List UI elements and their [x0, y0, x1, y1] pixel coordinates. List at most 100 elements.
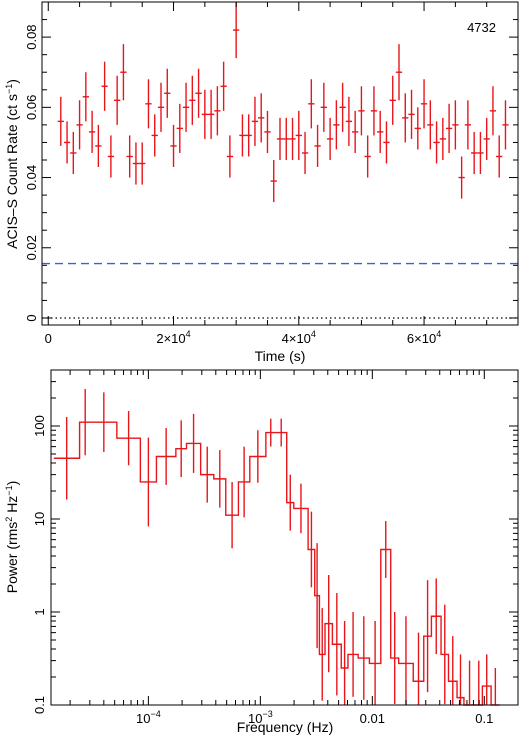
- x-tick-label: 10−3: [248, 709, 273, 726]
- count-rate-point: [157, 82, 165, 132]
- light-curve-y-ticks: 0 0.02 0.04 0.06 0.08: [24, 19, 518, 322]
- y-tick-label: 0.1: [32, 696, 47, 714]
- count-rate-point: [445, 103, 453, 153]
- count-rate-point: [195, 68, 202, 118]
- count-rate-point: [220, 61, 227, 111]
- count-rate-point: [326, 117, 334, 160]
- count-rate-point: [82, 72, 89, 122]
- count-rate-point: [352, 110, 359, 153]
- count-rate-point: [233, 2, 240, 59]
- count-rate-point: [270, 159, 277, 203]
- count-rate-point: [258, 93, 265, 143]
- count-rate-point: [439, 117, 446, 160]
- count-rate-point: [427, 100, 434, 150]
- count-rate-point: [139, 142, 146, 185]
- count-rate-point: [389, 75, 396, 125]
- y-tick-label: 1: [32, 608, 47, 615]
- count-rate-point: [214, 86, 221, 136]
- x-tick-label: 2×104: [156, 329, 190, 346]
- light-curve-x-axis-label: Time (s): [255, 348, 306, 364]
- count-rate-point: [239, 114, 246, 157]
- count-rate-point: [370, 86, 378, 136]
- count-rate-point: [339, 82, 346, 132]
- count-rate-point: [308, 79, 315, 129]
- count-rate-point: [251, 96, 259, 146]
- count-rate-point: [101, 61, 108, 111]
- count-rate-point: [408, 89, 415, 139]
- count-rate-point: [502, 100, 509, 150]
- count-rate-point: [433, 121, 440, 164]
- count-rate-point: [164, 68, 171, 118]
- x-tick-label: 0: [45, 331, 52, 346]
- count-rate-point: [57, 96, 64, 146]
- count-rate-point: [395, 44, 403, 101]
- count-rate-point: [226, 135, 234, 178]
- count-rate-point: [464, 100, 472, 150]
- light-curve-panel: 0 2×104 4×104 6×104 00.020.040.060.08 4732 …: [4, 1, 519, 364]
- count-rate-point: [76, 100, 83, 150]
- observation-id-label: 4732: [467, 20, 496, 35]
- power-spectrum-y-ticks: 0.1 1 10 100: [32, 381, 518, 714]
- count-rate-point: [207, 89, 215, 139]
- count-rate-point: [189, 75, 196, 125]
- x-tick-label: 10−4: [136, 709, 161, 726]
- count-rate-point: [95, 124, 102, 168]
- count-rate-point: [151, 114, 158, 157]
- light-curve-points: [57, 2, 509, 203]
- count-rate-point: [107, 135, 115, 178]
- x-tick-label: 4×104: [282, 329, 316, 346]
- count-rate-point: [314, 124, 321, 168]
- count-rate-point: [170, 124, 177, 168]
- count-rate-point: [301, 131, 309, 175]
- count-rate-point: [483, 117, 490, 160]
- count-rate-point: [333, 100, 340, 150]
- count-rate-point: [70, 131, 77, 175]
- light-curve-frame: [41, 1, 519, 326]
- light-curve-x-ticks: 0 2×104 4×104 6×104: [45, 2, 488, 346]
- y-tick-label: 100: [32, 415, 47, 437]
- count-rate-point: [364, 135, 371, 178]
- count-rate-point: [132, 142, 140, 185]
- light-curve-y-axis-label: ACIS–S Count Rate (ct s−1): [4, 79, 20, 249]
- count-rate-point: [114, 75, 121, 125]
- count-rate-point: [345, 96, 353, 146]
- count-rate-point: [276, 117, 284, 160]
- power-spectrum-error-bars: [65, 388, 497, 705]
- y-tick-label: 10: [32, 512, 47, 526]
- power-spectrum-histogram: [53, 421, 500, 706]
- count-rate-point: [377, 110, 384, 153]
- count-rate-point: [201, 89, 208, 139]
- x-tick-label: 0.01: [360, 711, 385, 726]
- y-tick-label: 0: [24, 314, 39, 321]
- count-rate-point: [471, 131, 478, 175]
- power-spectrum-panel: 10−4 10−3 0.01 0.1 0.1 1 10 100 Frequency (Hz)…: [4, 369, 519, 735]
- count-rate-point: [264, 110, 271, 153]
- count-rate-point: [145, 79, 152, 129]
- count-rate-point: [477, 131, 484, 175]
- reference-lines: [42, 262, 518, 319]
- x-tick-label: 0.1: [475, 711, 493, 726]
- count-rate-point: [320, 82, 327, 132]
- power-spectrum-step-line: [53, 421, 500, 706]
- count-rate-point: [358, 86, 365, 136]
- count-rate-point: [120, 44, 127, 101]
- count-rate-point: [245, 114, 252, 157]
- count-rate-point: [295, 110, 302, 160]
- power-spectrum-x-axis-label: Frequency (Hz): [237, 719, 333, 735]
- count-rate-point: [283, 117, 290, 160]
- count-rate-point: [420, 79, 428, 129]
- count-rate-point: [176, 103, 183, 153]
- count-rate-point: [182, 82, 190, 132]
- count-rate-point: [414, 107, 421, 150]
- power-spectrum-x-ticks: 10−4 10−3 0.01 0.1: [69, 370, 519, 726]
- count-rate-point: [383, 121, 390, 164]
- y-tick-label: 0.06: [24, 95, 39, 120]
- count-rate-point: [126, 135, 133, 178]
- count-rate-point: [458, 156, 465, 199]
- y-tick-label: 0.08: [24, 24, 39, 49]
- count-rate-point: [63, 121, 71, 164]
- count-rate-point: [496, 135, 503, 178]
- power-spectrum-frame: [50, 369, 519, 706]
- count-rate-point: [289, 117, 296, 160]
- count-rate-point: [489, 86, 497, 136]
